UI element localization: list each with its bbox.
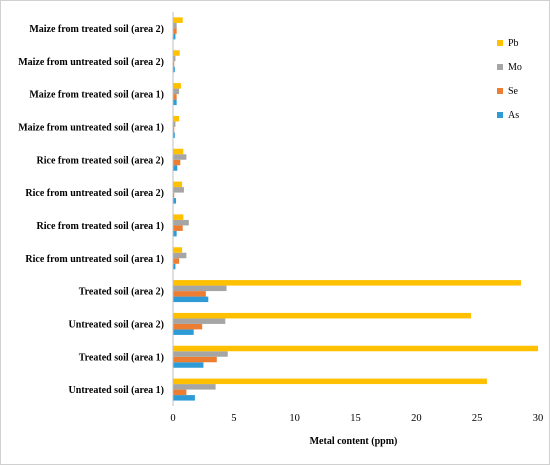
category-label: Maize from untreated soil (area 2) <box>18 57 164 68</box>
bar-as <box>173 99 177 106</box>
legend-swatch-se <box>497 88 503 94</box>
bar-pb <box>173 280 521 286</box>
bar-pb <box>173 247 183 253</box>
category-label: Rice from untreated soil (area 2) <box>25 188 164 199</box>
bar-mo <box>173 252 187 259</box>
bar-as <box>173 263 176 270</box>
bar-mo <box>173 351 228 357</box>
bar-se <box>173 94 177 100</box>
category-label: Rice from treated soil (area 2) <box>37 155 164 166</box>
bar-pb <box>173 181 183 188</box>
category-label: Treated soil (area 1) <box>79 352 164 363</box>
bar-mo <box>173 285 227 292</box>
bar-se <box>173 389 187 396</box>
x-axis-title: Metal content (ppm) <box>310 436 398 447</box>
bar-mo <box>173 187 184 193</box>
bar-pb <box>173 312 472 319</box>
bar-mo <box>173 154 187 160</box>
bar-as <box>173 132 175 138</box>
bars <box>173 17 538 401</box>
x-tick-label: 5 <box>231 413 236 424</box>
bar-mo <box>173 384 216 390</box>
legend-swatch-mo <box>497 64 503 70</box>
legend-label-mo: Mo <box>508 62 522 73</box>
bar-se <box>173 61 175 67</box>
bar-as <box>173 165 178 171</box>
bar-as <box>173 198 177 204</box>
category-label: Maize from untreated soil (area 1) <box>18 122 164 133</box>
bar-pb <box>173 50 180 56</box>
bar-se <box>173 225 183 231</box>
bar-as <box>173 66 175 73</box>
bar-pb <box>173 115 180 122</box>
bar-as <box>173 362 204 368</box>
x-tick-label: 25 <box>472 413 483 424</box>
bar-as <box>173 329 194 335</box>
category-label: Maize from treated soil (area 1) <box>29 90 164 101</box>
x-tick-label: 15 <box>350 413 361 424</box>
bar-mo <box>173 88 180 95</box>
bar-pb <box>173 83 181 89</box>
legend: Pb Mo Se As <box>497 38 522 121</box>
category-label: Treated soil (area 2) <box>79 287 164 298</box>
bar-se <box>173 28 177 34</box>
bar-se <box>173 258 180 264</box>
bar-as <box>173 395 195 401</box>
legend-label-as: As <box>508 110 519 121</box>
bar-mo <box>173 121 176 127</box>
x-tick-label: 0 <box>170 413 175 424</box>
category-label: Untreated soil (area 1) <box>69 385 164 396</box>
bar-as <box>173 296 209 303</box>
bar-pb <box>173 345 538 352</box>
legend-label-se: Se <box>508 86 519 97</box>
bar-mo <box>173 219 189 226</box>
x-tick-label: 10 <box>289 413 300 424</box>
bar-se <box>173 192 175 199</box>
category-label: Rice from treated soil (area 1) <box>37 221 164 232</box>
legend-swatch-pb <box>497 40 503 46</box>
category-label: Maize from treated soil (area 2) <box>29 24 164 35</box>
x-tick-label: 30 <box>533 413 544 424</box>
category-label: Untreated soil (area 2) <box>69 319 164 330</box>
bar-mo <box>173 22 177 29</box>
category-label: Rice from untreated soil (area 1) <box>25 254 164 265</box>
bar-mo <box>173 318 226 324</box>
legend-label-pb: Pb <box>508 38 519 49</box>
bar-pb <box>173 148 184 155</box>
bar-pb <box>173 378 487 385</box>
bar-mo <box>173 55 176 62</box>
bar-as <box>173 33 176 40</box>
legend-swatch-as <box>497 112 503 118</box>
bar-se <box>173 159 181 166</box>
bar-as <box>173 230 177 237</box>
x-tick-labels: 0 5 10 15 20 25 30 <box>170 413 543 424</box>
bar-se <box>173 291 206 297</box>
bar-se <box>173 323 203 330</box>
bar-se <box>173 356 217 363</box>
category-labels: Untreated soil (area 1) Treated soil (are… <box>18 24 164 396</box>
bar-se <box>173 126 175 133</box>
bar-pb <box>173 214 184 220</box>
x-tick-label: 20 <box>411 413 422 424</box>
bar-pb <box>173 17 183 23</box>
